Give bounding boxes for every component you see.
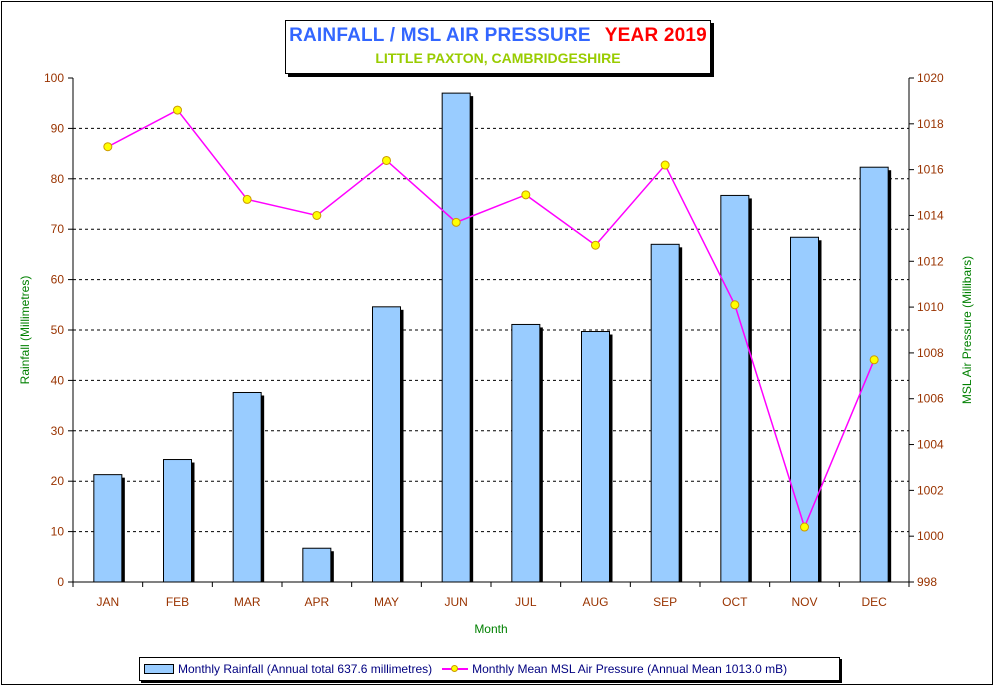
y-tick-label-left: 10 <box>51 525 65 539</box>
y-tick-label-left: 90 <box>51 121 65 135</box>
y-tick-label-right: 1002 <box>917 483 944 497</box>
y-tick-label-left: 60 <box>51 273 65 287</box>
x-axis-title: Month <box>474 622 507 636</box>
x-tick-label-may: MAY <box>374 595 399 609</box>
y-tick-label-left: 80 <box>51 172 65 186</box>
legend-line-swatch <box>442 664 469 674</box>
y-tick-label-right: 1006 <box>917 392 944 406</box>
y-tick-label-right: 1020 <box>917 71 944 85</box>
bar-jul <box>511 323 541 583</box>
y-tick-label-right: 1008 <box>917 346 944 360</box>
y-tick-label-right: 1010 <box>917 300 944 314</box>
y-tick-label-left: 0 <box>57 575 64 589</box>
legend-label-pressure: Monthly Mean MSL Air Pressure (Annual Me… <box>472 662 788 676</box>
y-tick-label-right: 1014 <box>917 208 944 222</box>
bar-apr <box>302 547 332 583</box>
bar-feb <box>163 459 192 583</box>
x-tick-label-nov: NOV <box>791 595 817 609</box>
bar-aug <box>581 331 610 583</box>
x-tick-label-jul: JUL <box>515 595 537 609</box>
x-tick-label-dec: DEC <box>861 595 887 609</box>
y-axis-left-title: Rainfall (Millimetres) <box>18 276 32 385</box>
y-tick-label-right: 1000 <box>917 529 944 543</box>
bar-sep <box>650 243 680 583</box>
x-tick-label-sep: SEP <box>653 595 677 609</box>
x-tick-label-mar: MAR <box>234 595 261 609</box>
bar-dec <box>859 166 889 583</box>
rainfall-bars <box>93 92 892 583</box>
bar-mar <box>232 391 262 583</box>
pressure-polyline <box>107 109 875 530</box>
x-tick-label-feb: FEB <box>166 595 189 609</box>
x-tick-label-oct: OCT <box>722 595 748 609</box>
bar-oct <box>720 194 750 583</box>
y-tick-label-left: 70 <box>51 222 65 236</box>
y-tick-label-right: 1012 <box>917 254 944 268</box>
pressure-point-apr <box>312 210 322 220</box>
pressure-point-jan <box>103 142 113 152</box>
y-axis-right-title: MSL Air Pressure (Millibars) <box>960 256 974 404</box>
legend-item-pressure: Monthly Mean MSL Air Pressure (Annual Me… <box>432 662 787 676</box>
pressure-point-jul <box>521 190 531 200</box>
y-tick-label-right: 998 <box>917 575 937 589</box>
legend-bar-swatch <box>144 664 174 674</box>
x-tick-label-jan: JAN <box>96 595 119 609</box>
chart-title: RAINFALL / MSL AIR PRESSURE <box>289 25 591 46</box>
y-tick-label-left: 100 <box>44 71 64 85</box>
y-tick-label-left: 30 <box>51 424 65 438</box>
x-tick-label-aug: AUG <box>582 595 608 609</box>
pressure-point-mar <box>242 194 252 204</box>
pressure-point-aug <box>591 240 600 250</box>
pressure-point-nov <box>800 522 809 532</box>
legend-item-rainfall: Monthly Rainfall (Annual total 637.6 mil… <box>140 662 432 676</box>
y-tick-label-right: 1016 <box>917 163 944 177</box>
y-tick-label-left: 50 <box>51 323 65 337</box>
pressure-point-dec <box>869 355 879 365</box>
x-tick-label-jun: JUN <box>444 595 467 609</box>
legend: Monthly Rainfall (Annual total 637.6 mil… <box>139 657 840 681</box>
x-tick-label-apr: APR <box>304 595 329 609</box>
pressure-line <box>103 105 879 532</box>
pressure-point-feb <box>173 105 182 115</box>
bar-jan <box>93 474 123 583</box>
y-tick-label-right: 1018 <box>917 117 944 131</box>
axes: 0102030405060708090100998100010021004100… <box>44 71 944 609</box>
pressure-point-sep <box>660 160 670 170</box>
chart-title-year: YEAR 2019 <box>604 25 707 46</box>
bar-jun <box>441 92 471 583</box>
grid-lines <box>73 127 909 533</box>
bar-may <box>372 306 401 583</box>
chart-subtitle: LITTLE PAXTON, CAMBRIDGESHIRE <box>375 50 621 66</box>
y-tick-label-left: 40 <box>51 373 65 387</box>
legend-label-rainfall: Monthly Rainfall (Annual total 637.6 mil… <box>178 662 433 676</box>
y-tick-label-left: 20 <box>51 474 65 488</box>
axis-labels: Month Rainfall (Millimetres) MSL Air Pre… <box>18 256 974 636</box>
pressure-point-may <box>382 155 391 165</box>
chart-title-box: RAINFALL / MSL AIR PRESSURE YEAR 2019 LIT… <box>285 20 711 74</box>
pressure-point-oct <box>730 300 740 310</box>
pressure-point-jun <box>451 217 461 227</box>
y-tick-label-right: 1004 <box>917 438 944 452</box>
